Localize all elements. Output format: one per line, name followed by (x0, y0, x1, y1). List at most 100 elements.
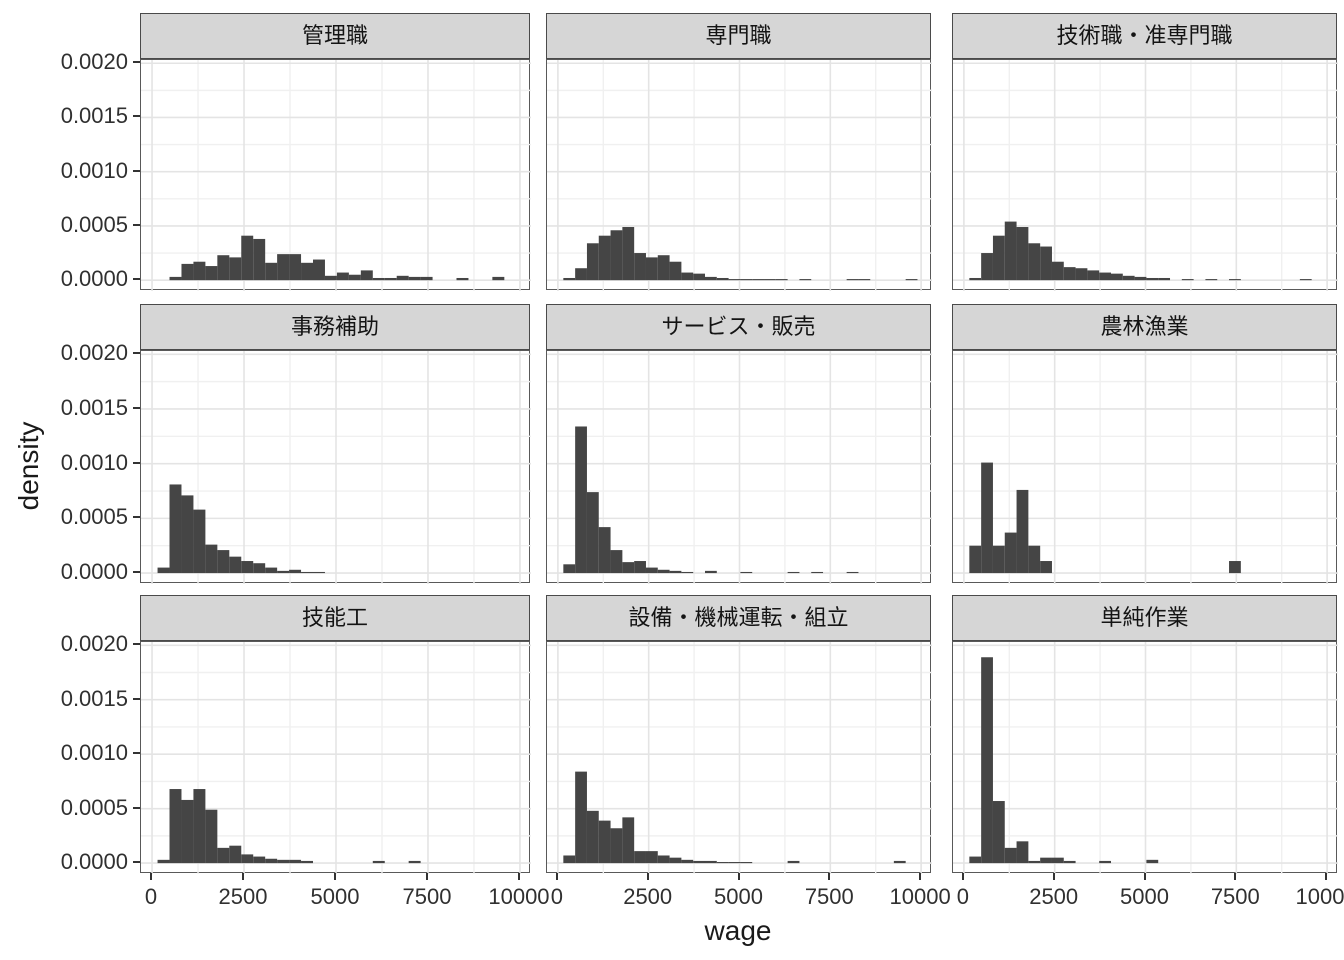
histogram-bar (277, 254, 290, 281)
histogram-bar (716, 277, 729, 281)
histogram-bar (657, 855, 670, 864)
histogram-bar (193, 789, 206, 864)
histogram-bar (1004, 221, 1017, 281)
histogram-bar (205, 809, 218, 864)
histogram-bar (1051, 261, 1064, 281)
y-axis-tick-label: 0.0020 (60, 49, 128, 75)
x-axis-tick-label: 10000 (488, 884, 550, 909)
x-axis-tick (919, 873, 922, 880)
facet-strip-label: 専門職 (705, 23, 772, 48)
facet-panel (546, 59, 932, 291)
histogram-svg (953, 60, 1338, 291)
histogram-bar (1004, 532, 1017, 574)
y-axis-tick-label: 0.0020 (60, 340, 128, 366)
histogram-bar (1040, 246, 1052, 281)
histogram-bar (1099, 860, 1111, 864)
y-axis-tick-label: 0.0000 (60, 266, 128, 292)
histogram-bar (301, 571, 314, 574)
facet-strip-label: 設備・機械運転・組立 (628, 605, 849, 630)
facet-strip-label: 農林漁業 (1100, 314, 1189, 339)
histogram-bar (992, 545, 1005, 574)
histogram-bar (799, 279, 812, 281)
histogram-bar (277, 570, 290, 574)
histogram-bar (704, 860, 717, 864)
facet-panel (546, 350, 932, 584)
x-axis-tick (334, 873, 336, 880)
y-axis-tick (133, 352, 140, 355)
x-axis-tick (1052, 873, 1055, 880)
histogram-bar (348, 274, 361, 281)
histogram-bar (169, 484, 182, 574)
y-axis-tick-label: 0.0000 (60, 559, 128, 585)
histogram-bar (1040, 561, 1052, 574)
y-axis-tick (133, 861, 140, 864)
histogram-bar (905, 279, 918, 281)
histogram-bar (265, 858, 278, 864)
histogram-bar (563, 277, 576, 281)
histogram-bar (157, 567, 170, 574)
histogram-bar (1229, 561, 1241, 574)
histogram-bar (420, 276, 433, 281)
y-axis-tick (133, 169, 140, 172)
histogram-bar (704, 276, 717, 281)
y-axis-tick (133, 571, 140, 574)
histogram-bar (301, 860, 314, 864)
histogram-bar (1028, 545, 1041, 574)
histogram-svg (953, 351, 1338, 584)
histogram-bar (324, 275, 337, 281)
histogram-bar (169, 276, 182, 281)
histogram-bar (669, 857, 682, 864)
histogram-bar (360, 270, 373, 281)
histogram-bar (205, 544, 218, 574)
histogram-bar (645, 851, 658, 864)
x-axis-tick-label: 2500 (623, 884, 673, 909)
y-axis-tick-label: 0.0000 (60, 849, 128, 875)
histogram-bar (681, 272, 694, 281)
y-axis-tick (133, 806, 140, 809)
histogram-bar (265, 262, 278, 281)
histogram-svg (141, 351, 531, 584)
histogram-bar (981, 253, 993, 281)
histogram-bar (1087, 270, 1100, 281)
facet-panel (952, 641, 1338, 874)
histogram-bar (981, 462, 993, 574)
histogram-bar (610, 550, 623, 574)
histogram-bar (289, 569, 302, 574)
histogram-bar (1063, 267, 1076, 281)
histogram-bar (384, 277, 397, 281)
histogram-bar (408, 860, 421, 864)
histogram-bar (681, 859, 694, 864)
histogram-bar (634, 851, 646, 864)
x-axis-tick-label: 7500 (804, 884, 854, 909)
histogram-bar (205, 266, 218, 281)
histogram-bar (1051, 857, 1064, 864)
histogram-bar (169, 789, 182, 864)
histogram-svg (547, 642, 932, 874)
histogram-bar (372, 860, 385, 864)
facet-strip-label: 事務補助 (290, 314, 379, 339)
x-axis-tick-label: 10000 (889, 884, 951, 909)
histogram-bar (313, 571, 325, 574)
histogram-bar (1016, 227, 1029, 281)
histogram-bar (1004, 847, 1017, 864)
histogram-bar (657, 255, 670, 281)
histogram-bar (396, 275, 409, 281)
histogram-bar (704, 570, 717, 574)
facet-strip-label: 技能工 (301, 605, 368, 630)
facet-strip: サービス・販売 (546, 304, 931, 350)
histogram-bar (598, 527, 611, 574)
histogram-bar (1040, 857, 1052, 864)
y-axis-tick (133, 115, 140, 118)
histogram-bar (575, 426, 587, 574)
histogram-bar (575, 771, 587, 864)
histogram-bar (1075, 268, 1088, 281)
y-axis-tick-label: 0.0010 (60, 157, 128, 183)
histogram-bar (1016, 841, 1029, 864)
histogram-bar (193, 261, 206, 281)
histogram-bar (456, 277, 469, 281)
x-axis-tick-label: 0 (550, 884, 564, 909)
histogram-bar (1146, 277, 1159, 281)
histogram-bar (992, 235, 1005, 281)
histogram-bar (586, 810, 599, 864)
